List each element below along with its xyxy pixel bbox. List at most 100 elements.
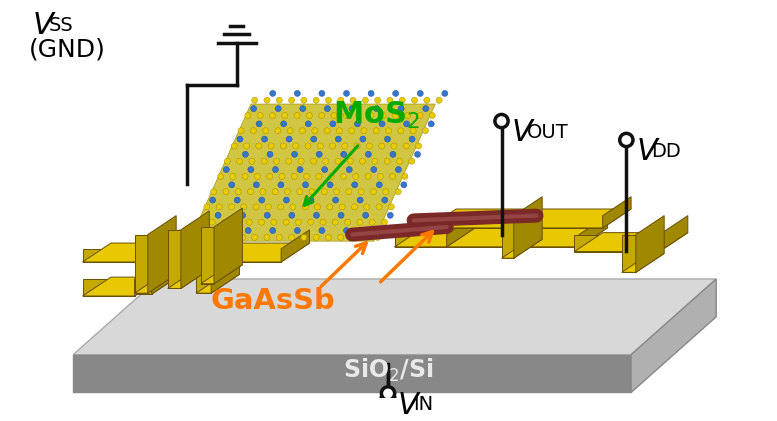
Circle shape: [346, 189, 352, 195]
Polygon shape: [428, 216, 603, 228]
Circle shape: [333, 189, 340, 195]
Circle shape: [278, 182, 284, 188]
Circle shape: [343, 227, 350, 234]
Circle shape: [324, 106, 330, 112]
Circle shape: [495, 115, 508, 128]
Circle shape: [304, 173, 309, 179]
Circle shape: [279, 173, 285, 179]
Circle shape: [335, 158, 341, 164]
Circle shape: [275, 106, 281, 112]
Polygon shape: [281, 230, 309, 262]
Circle shape: [253, 182, 260, 188]
Circle shape: [264, 234, 270, 240]
Polygon shape: [514, 197, 542, 258]
Circle shape: [360, 158, 366, 164]
Polygon shape: [428, 209, 631, 228]
Polygon shape: [82, 277, 163, 296]
Circle shape: [403, 121, 409, 127]
Circle shape: [322, 189, 327, 195]
Circle shape: [277, 234, 282, 240]
Circle shape: [267, 173, 273, 179]
Circle shape: [319, 112, 325, 119]
Circle shape: [375, 234, 381, 240]
Circle shape: [362, 234, 368, 240]
Circle shape: [257, 112, 263, 119]
Circle shape: [286, 158, 292, 164]
Circle shape: [363, 212, 368, 218]
Circle shape: [375, 97, 381, 103]
Circle shape: [338, 234, 343, 240]
Circle shape: [379, 121, 385, 127]
Circle shape: [324, 128, 330, 134]
Circle shape: [338, 212, 344, 218]
Circle shape: [380, 112, 386, 119]
Polygon shape: [82, 249, 281, 262]
Circle shape: [382, 387, 395, 400]
Circle shape: [326, 97, 332, 103]
Circle shape: [311, 136, 317, 142]
Circle shape: [341, 151, 347, 157]
Circle shape: [385, 128, 392, 134]
Polygon shape: [148, 216, 176, 293]
Circle shape: [196, 227, 202, 234]
Polygon shape: [603, 197, 631, 228]
Circle shape: [360, 136, 366, 142]
Circle shape: [305, 121, 312, 127]
Circle shape: [228, 204, 235, 210]
Circle shape: [273, 167, 278, 173]
Circle shape: [409, 136, 415, 142]
Polygon shape: [501, 216, 514, 258]
Circle shape: [355, 112, 361, 119]
Circle shape: [298, 158, 304, 164]
Circle shape: [322, 167, 328, 173]
Polygon shape: [137, 249, 152, 294]
Circle shape: [270, 91, 276, 96]
Circle shape: [302, 182, 308, 188]
Polygon shape: [395, 234, 579, 247]
Circle shape: [288, 234, 294, 240]
Circle shape: [310, 158, 316, 164]
Circle shape: [316, 151, 322, 157]
Circle shape: [327, 182, 333, 188]
Circle shape: [423, 106, 429, 112]
Circle shape: [395, 189, 401, 195]
Polygon shape: [73, 354, 631, 392]
Circle shape: [286, 136, 292, 142]
Circle shape: [382, 392, 395, 405]
Circle shape: [353, 173, 359, 179]
Circle shape: [234, 197, 240, 203]
Polygon shape: [501, 239, 542, 258]
Circle shape: [423, 97, 430, 103]
Circle shape: [371, 189, 377, 195]
Circle shape: [403, 143, 409, 149]
Circle shape: [357, 219, 363, 225]
Circle shape: [331, 112, 337, 119]
Text: IN: IN: [413, 395, 434, 414]
Circle shape: [313, 212, 319, 218]
Circle shape: [620, 133, 633, 147]
Circle shape: [294, 227, 301, 234]
Circle shape: [275, 128, 281, 134]
Circle shape: [412, 97, 417, 103]
Circle shape: [299, 128, 305, 134]
Circle shape: [270, 219, 277, 225]
Circle shape: [277, 97, 282, 103]
Circle shape: [319, 91, 325, 96]
Circle shape: [388, 204, 394, 210]
Circle shape: [239, 234, 246, 240]
Circle shape: [322, 158, 329, 164]
Text: GaAsSb: GaAsSb: [211, 287, 335, 314]
Circle shape: [374, 106, 380, 112]
Circle shape: [280, 143, 287, 149]
Polygon shape: [622, 234, 636, 272]
Text: (GND): (GND): [29, 38, 106, 62]
Text: OUT: OUT: [527, 123, 568, 142]
Circle shape: [384, 158, 390, 164]
Circle shape: [410, 128, 416, 134]
Circle shape: [237, 136, 243, 142]
Circle shape: [294, 91, 301, 96]
Circle shape: [190, 234, 197, 240]
Polygon shape: [134, 234, 148, 293]
Circle shape: [238, 128, 244, 134]
Circle shape: [267, 151, 273, 157]
